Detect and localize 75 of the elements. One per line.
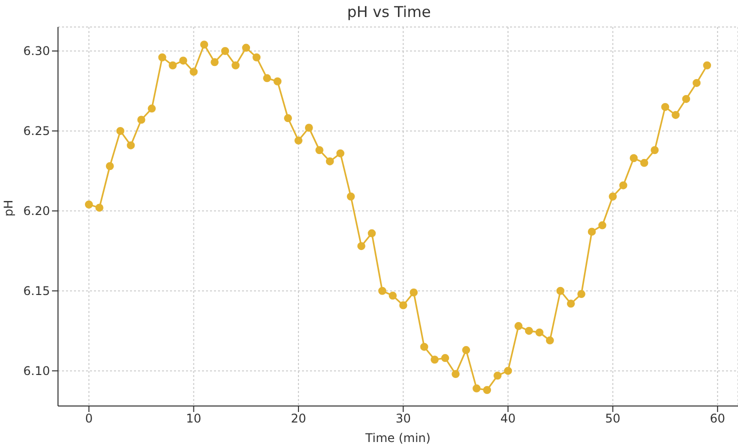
point xyxy=(672,110,680,119)
point xyxy=(630,154,638,162)
point xyxy=(661,102,670,111)
point xyxy=(388,292,397,300)
point xyxy=(304,124,313,132)
point xyxy=(608,192,617,201)
point xyxy=(326,157,334,166)
point xyxy=(577,290,586,298)
point xyxy=(315,146,324,154)
x-tick-label: 20 xyxy=(290,412,306,426)
point xyxy=(420,342,428,351)
point xyxy=(514,322,522,330)
point xyxy=(566,300,575,308)
y-tick-label: 6.25 xyxy=(23,124,50,138)
point xyxy=(546,336,554,344)
point xyxy=(116,126,124,135)
y-tick-label: 6.15 xyxy=(23,284,50,298)
point xyxy=(200,40,208,49)
point xyxy=(430,356,439,364)
point xyxy=(535,328,544,336)
point xyxy=(441,354,450,362)
point xyxy=(588,228,596,236)
point xyxy=(274,77,282,86)
y-tick-label: 6.20 xyxy=(23,204,50,218)
x-tick-label: 10 xyxy=(186,412,202,426)
point xyxy=(137,116,146,124)
point xyxy=(556,286,564,295)
point xyxy=(650,146,659,154)
point xyxy=(357,242,366,250)
point xyxy=(106,162,114,170)
point xyxy=(462,346,470,354)
point xyxy=(494,372,502,380)
point xyxy=(263,74,272,82)
point xyxy=(368,229,376,238)
point xyxy=(640,158,648,167)
point xyxy=(84,200,93,209)
point xyxy=(232,61,240,70)
point xyxy=(95,204,104,212)
point xyxy=(294,136,302,145)
point xyxy=(703,61,712,70)
point xyxy=(336,149,344,158)
y-tick-label: 6.10 xyxy=(23,364,50,378)
point xyxy=(682,94,690,103)
point xyxy=(410,288,418,296)
y-axis-title: pH xyxy=(1,200,16,216)
point xyxy=(378,286,386,295)
chart-title: pH vs Time xyxy=(346,3,432,21)
point xyxy=(619,181,628,190)
point xyxy=(242,44,250,52)
point xyxy=(472,384,481,392)
point xyxy=(252,53,261,62)
point xyxy=(210,58,219,66)
point xyxy=(598,221,606,230)
y-tick-label: 6.30 xyxy=(23,44,50,58)
x-tick-label: 0 xyxy=(85,412,93,426)
point xyxy=(504,366,512,375)
point xyxy=(126,141,135,150)
point xyxy=(452,370,460,378)
x-tick-label: 30 xyxy=(396,412,411,426)
point xyxy=(399,301,408,310)
point xyxy=(692,78,701,87)
point xyxy=(221,46,230,55)
point xyxy=(179,56,188,65)
point xyxy=(483,386,492,394)
point xyxy=(158,53,166,62)
point xyxy=(148,104,156,113)
point xyxy=(284,114,292,122)
x-tick-label: 50 xyxy=(605,412,620,426)
x-axis-title: Time (min) xyxy=(364,431,431,444)
point xyxy=(168,61,177,70)
point xyxy=(346,192,355,201)
x-tick-label: 60 xyxy=(710,412,726,426)
x-tick-label: 40 xyxy=(500,412,516,426)
point xyxy=(524,326,533,335)
point xyxy=(190,68,198,76)
